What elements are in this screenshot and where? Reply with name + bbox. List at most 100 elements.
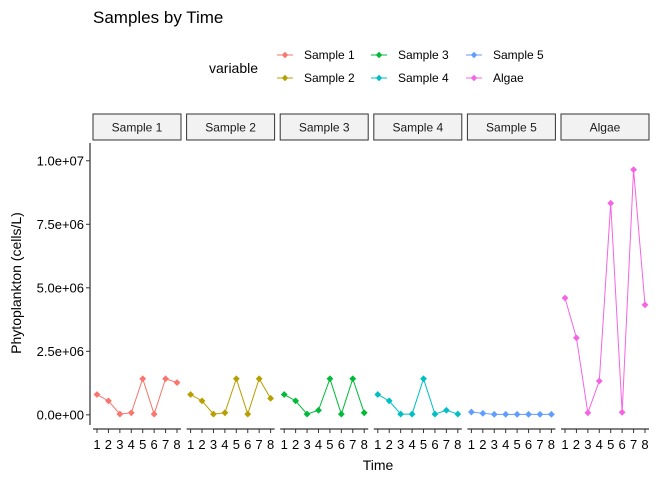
facet-strip-label: Sample 3 — [299, 121, 350, 135]
data-point-sample-3 — [326, 375, 334, 383]
x-tick-label: 1 — [374, 437, 381, 452]
legend-label-algae: Algae — [493, 71, 524, 85]
data-point-sample-3 — [292, 397, 300, 405]
facet-strip-label: Algae — [590, 121, 621, 135]
legend-label-sample-5: Sample 5 — [493, 48, 544, 62]
data-point-sample-4 — [420, 375, 427, 383]
x-tick-label: 7 — [630, 437, 637, 452]
x-tick-label: 3 — [397, 437, 404, 452]
y-tick-label: 7.5e+06 — [37, 217, 84, 232]
x-tick-label: 3 — [584, 437, 591, 452]
x-tick-label: 2 — [479, 437, 486, 452]
data-point-sample-1 — [116, 410, 124, 418]
legend-label-sample-4: Sample 4 — [398, 71, 449, 85]
data-point-sample-4 — [408, 410, 416, 418]
data-point-sample-3 — [360, 409, 368, 417]
x-tick-label: 1 — [281, 437, 288, 452]
data-point-algae — [630, 166, 637, 174]
x-tick-label: 2 — [198, 437, 205, 452]
data-point-sample-1 — [127, 409, 135, 417]
data-point-sample-2 — [210, 410, 217, 418]
panel-sample-5: Sample 5 1 2 3 4 5 6 7 8 — [466, 113, 556, 452]
legend-key-marker — [281, 51, 289, 59]
data-point-sample-4 — [431, 410, 439, 418]
x-tick-label: 4 — [408, 437, 415, 452]
legend-key-marker — [470, 74, 478, 82]
data-point-algae — [641, 301, 649, 309]
facet-strip — [92, 113, 182, 141]
legend-label-sample-2: Sample 2 — [304, 71, 355, 85]
panel-sample-4: Sample 4 1 2 3 4 5 6 7 8 — [373, 113, 463, 452]
series-line-algae — [564, 169, 646, 413]
x-tick-label: 3 — [303, 437, 310, 452]
x-tick-label: 7 — [536, 437, 543, 452]
legend-label-sample-3: Sample 3 — [398, 48, 449, 62]
legend-title: variable — [209, 60, 258, 76]
x-tick-label: 3 — [116, 437, 123, 452]
y-axis: 0.0e+00 2.5e+06 5.0e+06 7.5e+06 1.0e+07 — [37, 143, 91, 425]
facet-strip-label: Sample 2 — [205, 121, 256, 135]
x-tick-label: 4 — [502, 437, 509, 452]
data-point-sample-5 — [525, 410, 532, 418]
facet-strip-label: Sample 1 — [112, 121, 163, 135]
x-tick-label: 1 — [561, 437, 568, 452]
legend-item-sample-4: Sample 4 — [371, 71, 449, 85]
x-tick-label: 2 — [386, 437, 393, 452]
data-point-sample-3 — [337, 410, 345, 418]
x-tick-label: 4 — [596, 437, 603, 452]
data-point-sample-5 — [513, 410, 521, 418]
x-tick-label: 6 — [151, 437, 158, 452]
facet-strip-label: Sample 4 — [392, 121, 443, 135]
x-tick-label: 8 — [454, 437, 461, 452]
data-point-sample-2 — [232, 375, 240, 383]
data-point-sample-2 — [255, 375, 263, 383]
x-tick-label: 5 — [139, 437, 146, 452]
legend-item-sample-3: Sample 3 — [371, 48, 449, 62]
x-tick-label: 2 — [573, 437, 580, 452]
x-tick-label: 6 — [431, 437, 438, 452]
x-tick-label: 5 — [513, 437, 520, 452]
x-tick-label: 8 — [641, 437, 648, 452]
data-point-sample-1 — [93, 391, 101, 398]
y-tick-label: 5.0e+06 — [37, 280, 84, 295]
legend-item-sample-2: Sample 2 — [277, 71, 355, 85]
x-axis-title: Time — [363, 457, 394, 473]
y-tick-label: 2.5e+06 — [37, 344, 84, 359]
data-point-algae — [573, 334, 580, 342]
data-point-sample-1 — [150, 410, 158, 418]
data-point-sample-3 — [303, 410, 311, 418]
data-point-algae — [607, 199, 615, 207]
data-point-sample-1 — [173, 379, 181, 386]
x-tick-label: 2 — [292, 437, 299, 452]
data-point-sample-5 — [490, 410, 498, 418]
x-tick-label: 4 — [315, 437, 322, 452]
data-point-sample-3 — [315, 406, 322, 414]
x-tick-label: 5 — [233, 437, 240, 452]
data-point-sample-5 — [468, 408, 475, 416]
facet-strip-label: Sample 5 — [486, 121, 537, 135]
data-point-sample-2 — [244, 410, 252, 418]
data-point-sample-2 — [198, 397, 206, 405]
x-tick-label: 7 — [162, 437, 169, 452]
data-point-sample-4 — [442, 406, 450, 414]
x-tick-label: 8 — [361, 437, 368, 452]
x-tick-label: 8 — [267, 437, 274, 452]
x-tick-label: 8 — [548, 437, 555, 452]
facet-strip — [279, 113, 369, 141]
data-point-sample-4 — [385, 397, 393, 405]
legend-item-sample-1: Sample 1 — [277, 48, 355, 62]
x-tick-label: 6 — [244, 437, 251, 452]
facet-strip — [373, 113, 463, 141]
data-point-sample-5 — [536, 410, 544, 418]
x-tick-label: 5 — [326, 437, 333, 452]
x-tick-label: 3 — [210, 437, 217, 452]
data-point-algae — [561, 294, 569, 302]
legend-key-marker — [281, 74, 289, 82]
y-tick-label: 0.0e+00 — [37, 407, 84, 422]
x-tick-label: 8 — [173, 437, 180, 452]
facet-strip — [560, 113, 650, 141]
legend-item-sample-5: Sample 5 — [466, 48, 544, 62]
x-tick-label: 1 — [468, 437, 475, 452]
data-point-algae — [584, 409, 592, 417]
